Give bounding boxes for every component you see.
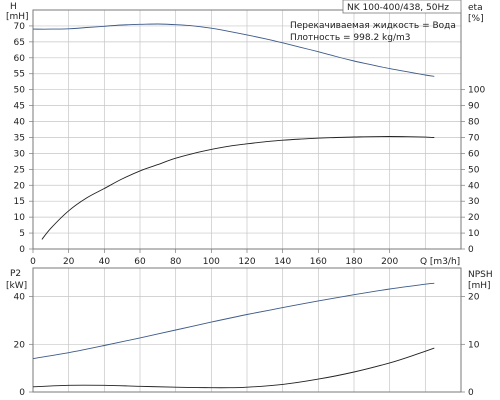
panel2-left-axis-unit: [kW] <box>6 281 27 291</box>
panel1-right-tick-label: 80 <box>468 118 480 128</box>
panel1-right-tick-label: 20 <box>468 213 480 223</box>
panel2-left-tick-label: 20 <box>14 340 26 350</box>
chart-title: NK 100-400/438, 50Hz <box>347 3 449 13</box>
panel2-right-axis-title: NPSH <box>468 270 493 280</box>
panel1-left-tick-label: 35 <box>14 133 25 143</box>
panel2-left-axis-title: P2 <box>10 269 21 279</box>
panel1-right-axis-unit: [%] <box>468 14 484 24</box>
panel1-right-tick-label: 0 <box>468 245 474 255</box>
panel1-x-tick-label: 60 <box>134 257 146 267</box>
panel2-right-tick-label: 20 <box>468 293 480 303</box>
panel1-left-tick-label: 50 <box>14 86 26 96</box>
panel1-left-tick-label: 40 <box>14 118 26 128</box>
panel1-left-tick-label: 60 <box>14 54 26 64</box>
panel2-right-axis-unit: [mH] <box>468 281 491 291</box>
panel1-right-tick-label: 90 <box>468 102 480 112</box>
panel2-right-tick-label: 10 <box>468 340 480 350</box>
panel1-right-tick-label: 40 <box>468 181 480 191</box>
panel1-x-tick-label: 120 <box>238 257 255 267</box>
panel1-annotation-2: Плотность = 998.2 kg/m3 <box>290 33 411 43</box>
panel1-right-tick-label: 60 <box>468 149 480 159</box>
panel1-left-tick-label: 0 <box>19 245 25 255</box>
panel2-series-2-line <box>32 347 435 389</box>
panel1-annotation-1: Перекачиваемая жидкость = Вода <box>290 21 456 31</box>
panel1-series-2-line <box>41 136 435 240</box>
panel1-left-tick-label: 5 <box>19 229 25 239</box>
panel1-x-tick-label: 80 <box>170 257 182 267</box>
panel1-x-axis-label: Q [m3/h] <box>420 257 460 267</box>
panel1-x-tick-label: 0 <box>30 257 36 267</box>
panel1-x-tick-label: 160 <box>310 257 327 267</box>
panel1-x-tick-label: 200 <box>381 257 398 267</box>
panel1-left-tick-label: 55 <box>14 70 25 80</box>
panel2-left-tick-label: 0 <box>19 388 25 398</box>
panel1-right-tick-label: 70 <box>468 133 480 143</box>
panel2-right-tick-label: 0 <box>468 388 474 398</box>
chart-title-box <box>342 0 462 14</box>
panel1-x-tick-label: 20 <box>63 257 75 267</box>
panel2-plot-frame <box>32 267 462 393</box>
panel1-left-axis-title: H <box>10 2 17 12</box>
panel1-right-tick-label: 10 <box>468 229 480 239</box>
panel1-left-tick-label: 10 <box>14 213 26 223</box>
panel1-x-tick-label: 40 <box>99 257 111 267</box>
panel1-left-tick-label: 70 <box>14 22 26 32</box>
panel2-left-tick-label: 40 <box>14 293 26 303</box>
panel1-series-1-line <box>32 23 435 77</box>
panel1-right-tick-label: 50 <box>468 165 480 175</box>
panel1-right-tick-label: 30 <box>468 197 480 207</box>
panel1-x-tick-label: 100 <box>203 257 220 267</box>
panel1-left-axis-unit: [mH] <box>6 12 29 22</box>
panel1-x-tick-label: 180 <box>345 257 362 267</box>
panel1-left-tick-label: 45 <box>14 102 25 112</box>
panel1-right-axis-title: eta <box>468 3 483 13</box>
panel1-left-tick-label: 65 <box>14 38 25 48</box>
panel1-x-tick-label: 140 <box>274 257 291 267</box>
panel1-right-tick-label: 100 <box>468 86 485 96</box>
panel1-left-tick-label: 25 <box>14 165 25 175</box>
panel1-left-tick-label: 30 <box>14 149 26 159</box>
panel1-left-tick-label: 15 <box>14 197 25 207</box>
panel2-series-1-line <box>32 282 435 360</box>
panel1-left-tick-label: 20 <box>14 181 26 191</box>
